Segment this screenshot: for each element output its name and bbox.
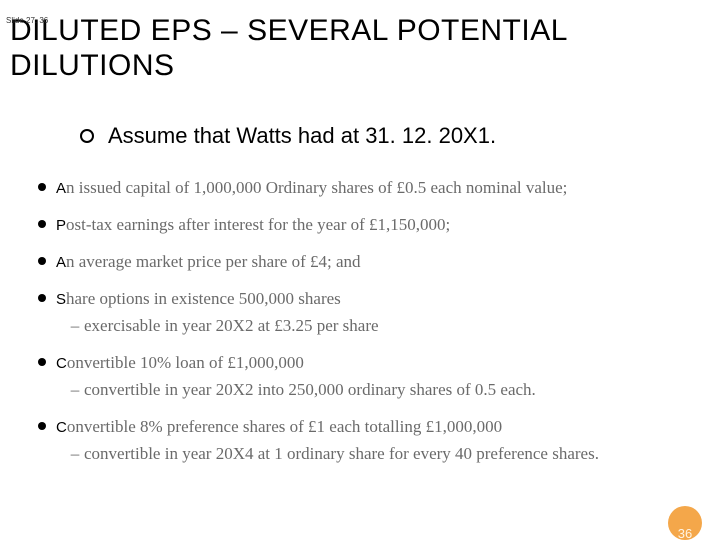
- list-item: Convertible 10% loan of £1,000,000 –conv…: [38, 352, 720, 402]
- items-list: An issued capital of 1,000,000 Ordinary …: [38, 177, 720, 465]
- item-body: Convertible 8% preference shares of £1 e…: [56, 416, 599, 466]
- assume-text: Assume that Watts had at 31. 12. 20X1.: [108, 123, 496, 149]
- item-rest: n average market price per share of £4; …: [66, 252, 361, 271]
- item-rest: n issued capital of 1,000,000 Ordinary s…: [66, 178, 567, 197]
- item-body: An average market price per share of £4;…: [56, 251, 361, 274]
- slide-tag: Slide 27. 36: [6, 16, 48, 25]
- assume-row: Assume that Watts had at 31. 12. 20X1.: [80, 123, 720, 149]
- page-number: 36: [678, 526, 692, 540]
- dash-icon: –: [70, 315, 80, 338]
- sub-text: convertible in year 20X2 into 250,000 or…: [84, 380, 536, 399]
- dot-icon: [38, 358, 46, 366]
- item-rest: ost-tax earnings after interest for the …: [66, 215, 450, 234]
- dot-icon: [38, 294, 46, 302]
- dot-icon: [38, 422, 46, 430]
- ring-bullet-icon: [80, 129, 94, 143]
- item-body: Convertible 10% loan of £1,000,000 –conv…: [56, 352, 536, 402]
- dot-icon: [38, 257, 46, 265]
- dash-icon: –: [70, 443, 80, 466]
- item-subline: –convertible in year 20X4 at 1 ordinary …: [70, 443, 599, 466]
- dot-icon: [38, 220, 46, 228]
- lead-letter: C: [56, 354, 67, 374]
- item-body: An issued capital of 1,000,000 Ordinary …: [56, 177, 567, 200]
- list-item: An issued capital of 1,000,000 Ordinary …: [38, 177, 720, 200]
- list-item: Post-tax earnings after interest for the…: [38, 214, 720, 237]
- item-subline: –convertible in year 20X2 into 250,000 o…: [70, 379, 536, 402]
- sub-text: exercisable in year 20X2 at £3.25 per sh…: [84, 316, 379, 335]
- page-title: DILUTED EPS – SEVERAL POTENTIAL DILUTION…: [10, 14, 720, 83]
- item-body: Post-tax earnings after interest for the…: [56, 214, 450, 237]
- lead-letter: A: [56, 179, 66, 199]
- page-number-badge: 36: [668, 506, 702, 540]
- item-subline: –exercisable in year 20X2 at £3.25 per s…: [70, 315, 379, 338]
- lead-letter: P: [56, 216, 66, 236]
- item-rest: hare options in existence 500,000 shares: [66, 289, 341, 308]
- lead-letter: C: [56, 418, 67, 438]
- dash-icon: –: [70, 379, 80, 402]
- list-item: Convertible 8% preference shares of £1 e…: [38, 416, 720, 466]
- list-item: Share options in existence 500,000 share…: [38, 288, 720, 338]
- item-body: Share options in existence 500,000 share…: [56, 288, 379, 338]
- list-item: An average market price per share of £4;…: [38, 251, 720, 274]
- item-rest: onvertible 10% loan of £1,000,000: [67, 353, 304, 372]
- lead-letter: S: [56, 290, 66, 310]
- item-rest: onvertible 8% preference shares of £1 ea…: [67, 417, 502, 436]
- lead-letter: A: [56, 253, 66, 273]
- dot-icon: [38, 183, 46, 191]
- sub-text: convertible in year 20X4 at 1 ordinary s…: [84, 444, 599, 463]
